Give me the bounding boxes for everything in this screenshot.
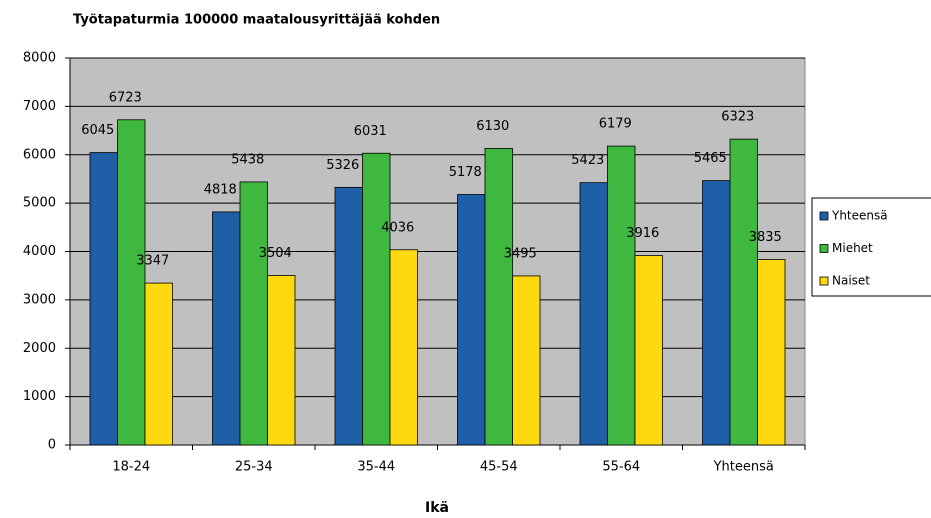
x-tick-label: 18-24 xyxy=(112,460,150,475)
x-tick-label: 45-54 xyxy=(480,460,518,475)
legend-label: Miehet xyxy=(832,241,873,255)
data-label: 5178 xyxy=(449,165,482,180)
y-tick-label: 1000 xyxy=(23,389,56,404)
x-tick-label: Yhteensä xyxy=(713,460,774,475)
y-tick-label: 3000 xyxy=(23,292,56,307)
bar xyxy=(267,275,296,446)
bar xyxy=(362,152,391,446)
legend-swatch xyxy=(819,244,829,253)
legend: Yhteensä Miehet Naiset xyxy=(811,197,931,297)
data-label: 6045 xyxy=(81,123,114,138)
legend-swatch xyxy=(819,276,829,286)
bar xyxy=(89,152,118,446)
bar xyxy=(729,138,758,446)
data-label: 6723 xyxy=(109,90,142,105)
bar xyxy=(389,249,418,446)
bar xyxy=(457,194,486,446)
bar xyxy=(512,275,541,446)
data-label: 3347 xyxy=(136,254,169,269)
bar xyxy=(579,182,608,446)
y-tick-label: 8000 xyxy=(23,51,56,66)
y-tick-label: 4000 xyxy=(23,244,56,259)
x-tick-label: 25-34 xyxy=(235,460,273,475)
data-label: 4818 xyxy=(204,182,237,197)
y-tick-label: 0 xyxy=(48,438,56,453)
bar xyxy=(484,148,513,446)
data-label: 5465 xyxy=(694,151,727,166)
bar xyxy=(702,180,731,446)
data-label: 5326 xyxy=(326,158,359,173)
y-tick-label: 5000 xyxy=(23,196,56,211)
bar xyxy=(144,282,173,446)
data-label: 6130 xyxy=(476,119,509,134)
legend-box xyxy=(811,197,931,297)
data-label: 6323 xyxy=(721,110,754,125)
data-label: 5438 xyxy=(231,152,264,167)
data-label: 3835 xyxy=(749,230,782,245)
data-label: 6031 xyxy=(354,124,387,139)
x-tick-label: 55-64 xyxy=(602,460,640,475)
data-label: 6179 xyxy=(599,117,632,132)
bar xyxy=(634,255,663,446)
data-label: 5423 xyxy=(571,153,604,168)
legend-label: Yhteensä xyxy=(831,209,888,223)
data-label: 3495 xyxy=(504,246,537,261)
y-tick-label: 7000 xyxy=(23,99,56,114)
legend-swatch xyxy=(819,211,829,221)
bar xyxy=(239,181,268,446)
bar xyxy=(212,211,241,446)
x-tick-label: 35-44 xyxy=(357,460,395,475)
data-label: 3504 xyxy=(259,246,292,261)
legend-label: Naiset xyxy=(832,274,870,288)
bar xyxy=(117,119,146,446)
x-axis-title: Ikä xyxy=(425,500,449,516)
bar xyxy=(757,259,786,446)
data-label: 4036 xyxy=(381,220,414,235)
y-tick-label: 2000 xyxy=(23,341,56,356)
chart-title: Työtapaturmia 100000 maatalousyrittäjää … xyxy=(73,13,440,28)
data-label: 3916 xyxy=(626,226,659,241)
y-tick-label: 6000 xyxy=(23,147,56,162)
bar xyxy=(607,145,636,446)
bar xyxy=(334,186,363,446)
